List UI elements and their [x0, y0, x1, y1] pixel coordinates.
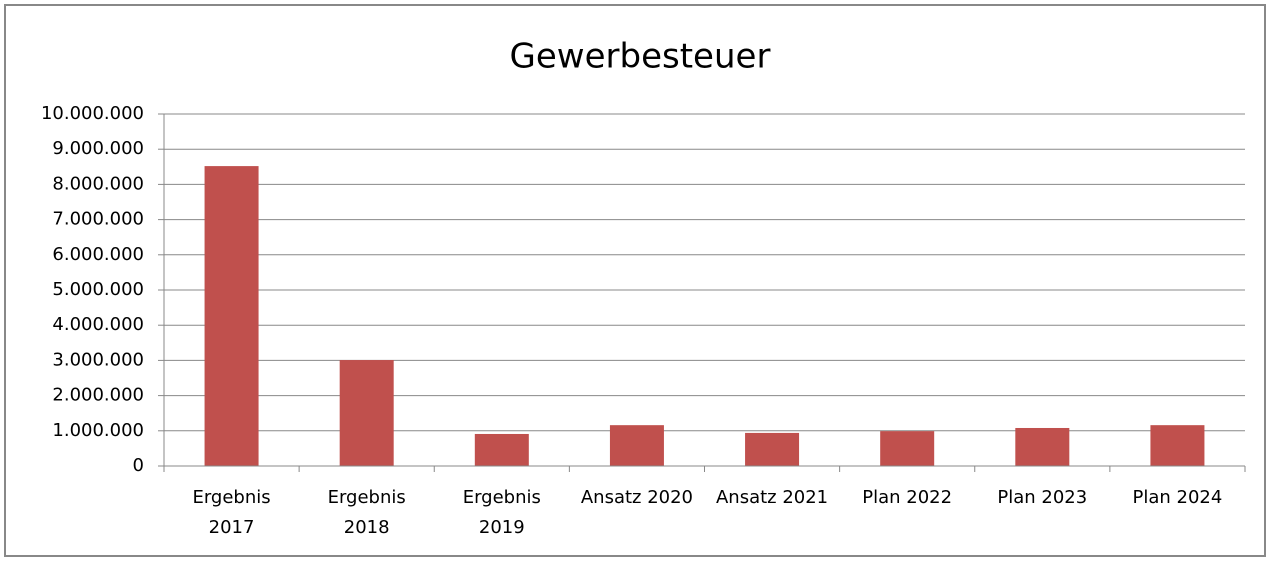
- y-tick-label: 8.000.000: [52, 173, 144, 194]
- bar: [339, 360, 394, 466]
- bar: [745, 432, 800, 466]
- y-tick-label: 3.000.000: [52, 349, 144, 370]
- y-tick-label: 2.000.000: [52, 385, 144, 406]
- x-tick-label: Plan 2022: [862, 487, 953, 508]
- y-tick-label: 9.000.000: [52, 138, 144, 159]
- bar: [1150, 425, 1205, 466]
- bar: [880, 431, 935, 466]
- y-tick-label: 6.000.000: [52, 244, 144, 265]
- bar: [1015, 427, 1070, 466]
- x-tick-label: Ansatz 2020: [580, 487, 694, 508]
- x-tick-label: Ergebnis 2019: [462, 487, 541, 538]
- y-tick-label: 1.000.000: [52, 420, 144, 441]
- bar: [474, 433, 529, 466]
- bar: [204, 166, 259, 466]
- chart-border: [4, 4, 1266, 557]
- y-tick-label: 5.000.000: [52, 279, 144, 300]
- y-tick-label: 4.000.000: [52, 314, 144, 335]
- x-tick-label: Ergebnis 2017: [192, 487, 271, 538]
- y-tick-label: 7.000.000: [52, 209, 144, 230]
- x-tick-label: Plan 2023: [997, 487, 1088, 508]
- x-tick-label: Plan 2024: [1132, 487, 1223, 508]
- y-tick-label: 0: [133, 455, 144, 476]
- chart-title: Gewerbesteuer: [510, 37, 771, 77]
- bar: [609, 425, 664, 466]
- x-tick-label: Ergebnis 2018: [327, 487, 406, 538]
- y-tick-label: 10.000.000: [41, 103, 144, 124]
- x-tick-label: Ansatz 2021: [715, 487, 829, 508]
